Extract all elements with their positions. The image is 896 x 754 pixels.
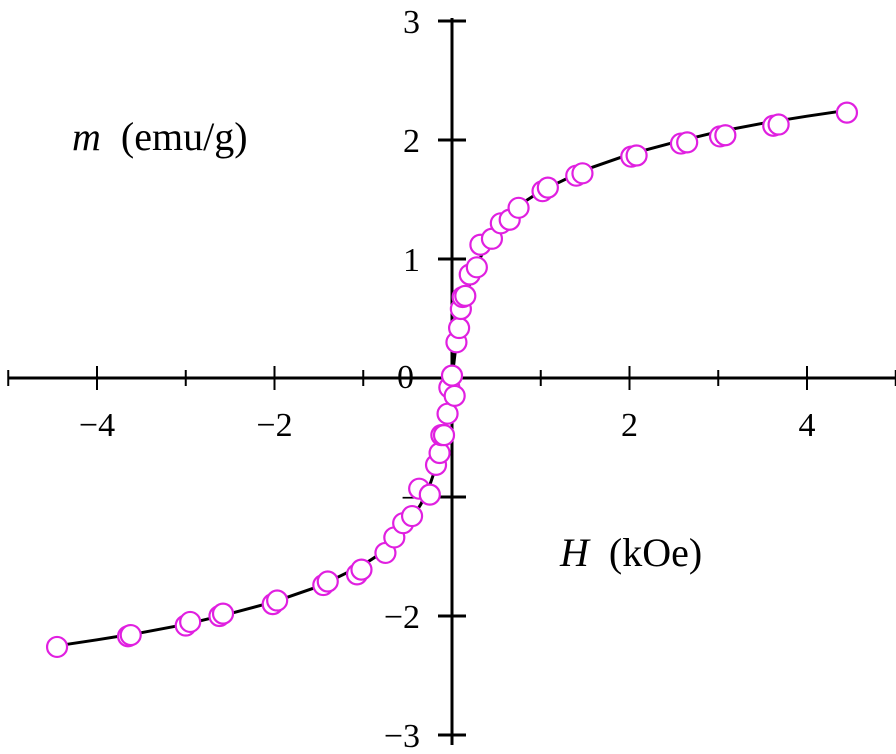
y-tick-label: 2 <box>403 123 420 160</box>
x-minor-ticks <box>7 370 896 386</box>
data-point <box>418 483 441 506</box>
data-point <box>119 623 142 647</box>
y-axis-unit: (emu/g) <box>121 114 248 159</box>
x-tick-labels: −4 −2 2 4 <box>79 407 816 444</box>
x-axis-title: H (kOe) <box>559 530 702 575</box>
data-point <box>448 316 471 340</box>
y-tick-label: −2 <box>384 599 420 636</box>
y-major-ticks <box>438 19 466 737</box>
data-point <box>316 570 339 593</box>
x-axis-unit: (kOe) <box>609 530 702 575</box>
y-tick-label: 1 <box>403 242 420 279</box>
y-tick-label: −3 <box>384 718 420 754</box>
data-point <box>45 635 69 659</box>
y-axis-title: m (emu/g) <box>72 114 248 159</box>
data-point <box>571 162 594 185</box>
data-markers <box>45 101 859 659</box>
data-point <box>443 384 466 407</box>
data-point <box>835 101 859 124</box>
data-point <box>350 558 373 581</box>
x-axis-symbol: H <box>559 530 591 575</box>
data-point <box>440 364 464 387</box>
data-point <box>454 284 477 307</box>
data-point <box>266 589 289 612</box>
data-point <box>400 504 424 528</box>
data-point <box>465 256 488 279</box>
data-point <box>714 124 737 147</box>
data-point <box>211 602 235 625</box>
data-point <box>179 610 202 634</box>
x-tick-label: 2 <box>621 407 638 444</box>
x-major-ticks <box>96 366 808 390</box>
data-point <box>676 131 699 154</box>
x-tick-label: −2 <box>256 407 292 444</box>
data-point <box>536 176 559 199</box>
x-tick-label: 4 <box>799 407 816 444</box>
x-tick-label: −4 <box>79 407 115 444</box>
data-point <box>507 196 530 219</box>
y-tick-label: 3 <box>403 4 420 41</box>
data-point <box>625 144 648 167</box>
y-axis-symbol: m <box>72 114 101 159</box>
origin-label: 0 <box>397 359 414 396</box>
data-point <box>767 113 790 136</box>
data-point <box>432 424 456 447</box>
y-tick-labels: −3−2−123 <box>384 4 420 754</box>
